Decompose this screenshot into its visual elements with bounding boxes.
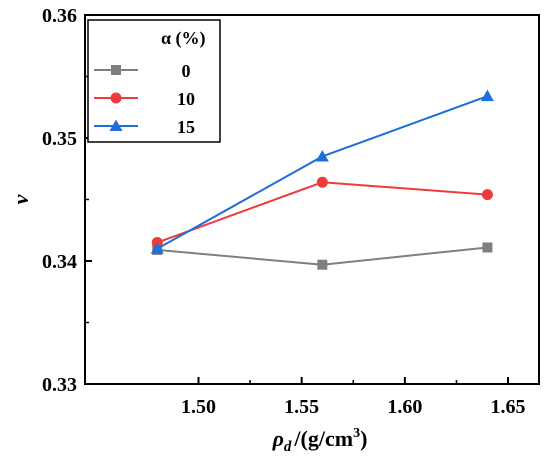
data-point	[150, 242, 164, 254]
legend-title: α (%)	[161, 28, 206, 49]
data-point	[315, 149, 329, 162]
data-point	[316, 176, 328, 188]
legend-label: 10	[177, 89, 195, 109]
y-tick-label: 0.35	[42, 128, 77, 150]
series-10	[151, 176, 493, 249]
data-point	[480, 89, 494, 102]
y-tick-label: 0.33	[42, 374, 77, 396]
x-axis-label-symbol: ρ	[272, 426, 284, 451]
data-point	[482, 242, 493, 253]
legend-label: 15	[177, 117, 195, 137]
x-axis-label-superscript: 3	[353, 426, 360, 441]
x-axis-label-subscript: d	[284, 439, 292, 455]
legend-marker	[111, 65, 121, 75]
x-tick-label: 1.65	[491, 396, 526, 418]
series-15	[150, 89, 494, 254]
x-tick-label: 1.50	[181, 396, 216, 418]
legend-box	[87, 19, 221, 143]
y-tick-label: 0.34	[42, 251, 77, 273]
y-axis-label: ν	[8, 194, 33, 204]
x-axis-label: ρd/(g/cm3)	[272, 426, 368, 455]
x-tick-label: 1.55	[284, 396, 319, 418]
legend-label: 0	[182, 61, 191, 81]
x-axis-label-unit: /(g/cm	[293, 426, 353, 451]
legend-marker	[109, 119, 123, 131]
axes: 1.50 1.55 1.60 1.65 0.33 0.34 0.35 0.36	[42, 5, 540, 418]
axis-labels: ν ρd/(g/cm3)	[8, 194, 367, 455]
legend-marker	[110, 92, 122, 104]
x-axis-label-close: )	[360, 426, 367, 451]
series-line	[156, 181, 488, 244]
legend: α (%) 0 10 15	[87, 19, 221, 143]
x-tick-label: 1.60	[387, 396, 422, 418]
series-0	[152, 242, 493, 270]
y-tick-label: 0.36	[42, 5, 77, 27]
series-layer	[150, 89, 494, 270]
data-point	[317, 259, 328, 270]
data-point	[481, 189, 493, 201]
